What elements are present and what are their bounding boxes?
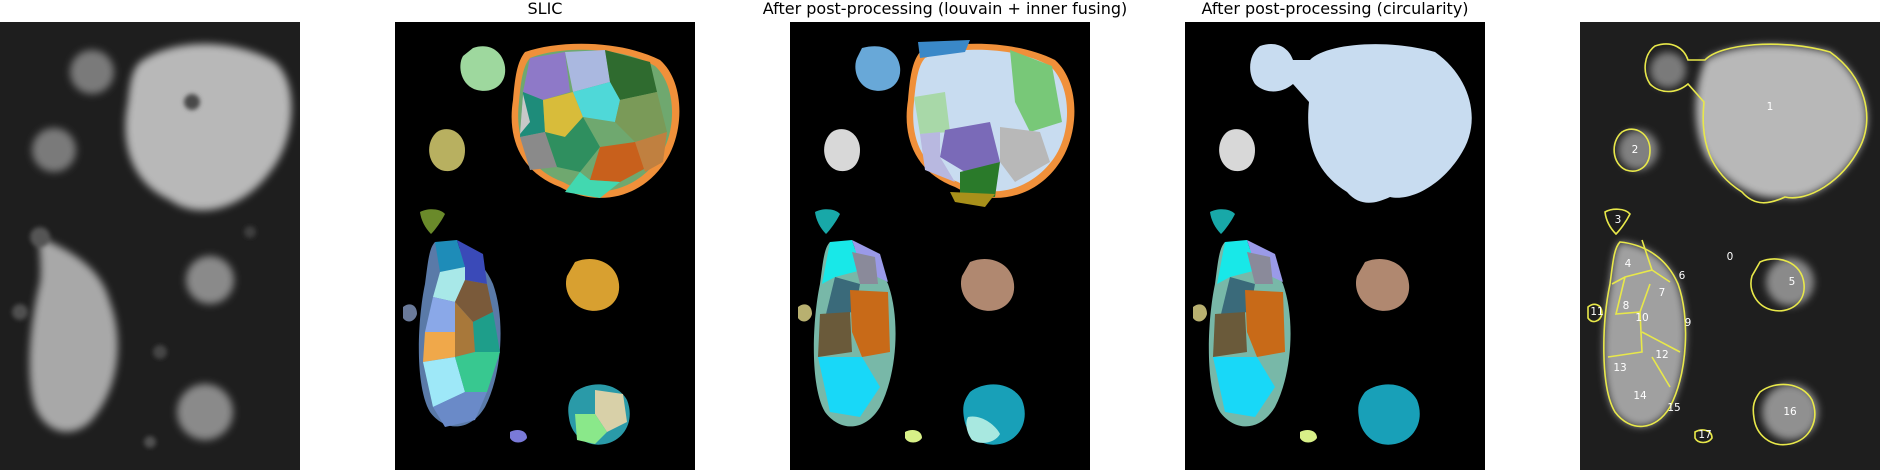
segment-label-17: 17 <box>1698 429 1711 441</box>
segment-label-14: 14 <box>1633 390 1647 402</box>
segment-label-3: 3 <box>1615 214 1622 226</box>
raw-image-panel <box>0 22 300 470</box>
panel-title-circularity: After post-processing (circularity) <box>1201 0 1469 18</box>
contour-overlay: 0 1 2 3 4 5 6 7 8 9 10 11 12 13 14 15 16… <box>1580 22 1880 470</box>
raw-image <box>0 22 300 470</box>
segment-label-12: 12 <box>1655 349 1668 361</box>
circularity-segmentation <box>1185 22 1485 470</box>
segment-label-1: 1 <box>1767 101 1774 113</box>
segment-label-5: 5 <box>1789 276 1796 288</box>
segment-label-11: 11 <box>1590 306 1603 318</box>
slic-segmentation <box>395 22 695 470</box>
panel-title-raw <box>0 0 300 20</box>
panel-title-louvain: After post-processing (louvain + inner f… <box>762 0 1128 18</box>
louvain-panel <box>790 22 1090 470</box>
segment-label-7: 7 <box>1659 287 1666 299</box>
circularity-panel <box>1185 22 1485 470</box>
segment-label-9: 9 <box>1685 317 1692 329</box>
segment-label-0: 0 <box>1727 251 1734 263</box>
louvain-segmentation <box>790 22 1090 470</box>
segment-label-2: 2 <box>1632 144 1639 156</box>
segment-label-4: 4 <box>1625 258 1632 270</box>
contour-panel: 0 1 2 3 4 5 6 7 8 9 10 11 12 13 14 15 16… <box>1580 22 1880 470</box>
segment-label-10: 10 <box>1635 312 1648 324</box>
segment-label-16: 16 <box>1783 406 1797 418</box>
segment-label-13: 13 <box>1613 362 1626 374</box>
segment-label-15: 15 <box>1667 402 1680 414</box>
panel-title-slic: SLIC <box>527 0 563 18</box>
slic-panel <box>395 22 695 470</box>
segment-label-8: 8 <box>1623 300 1630 312</box>
segment-label-6: 6 <box>1679 270 1686 282</box>
